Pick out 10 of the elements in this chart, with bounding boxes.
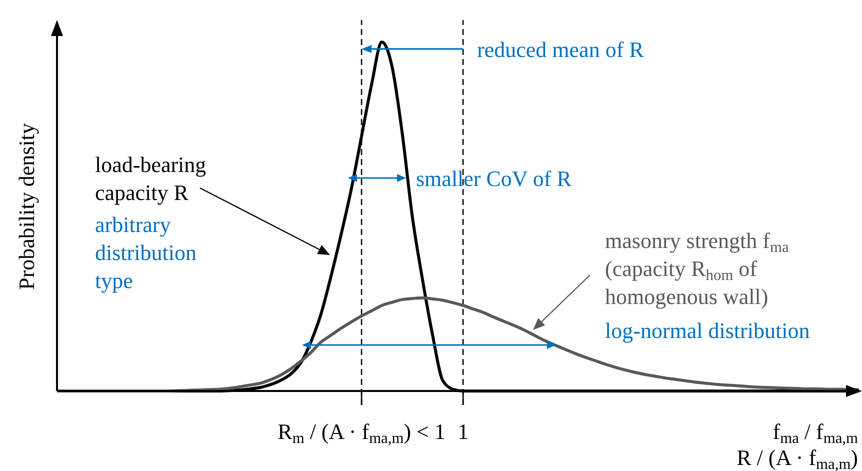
text: load-bearing capacity R: [95, 152, 206, 205]
annotation: log-normal distribution: [605, 318, 810, 343]
text: masonry strength f$_{ma}$ (capacity R$_{hom}$ of homogenous wall): [605, 228, 789, 309]
x-tick-label: 1: [458, 419, 469, 444]
y-axis-title: Probability density: [14, 123, 39, 290]
annotation: reduced mean of R: [477, 36, 644, 62]
annotation: smaller CoV of R: [416, 166, 572, 191]
x-tick-label: R$_{m}$ / (A · f$_{ma,m}$) < 1: [278, 419, 446, 447]
x-axis-title: f$_{ma}$ / f$_{ma,m}$ R / (A · f$_{ma,m}$): [736, 419, 858, 471]
annotation: arbitrary distribution type: [95, 212, 196, 293]
